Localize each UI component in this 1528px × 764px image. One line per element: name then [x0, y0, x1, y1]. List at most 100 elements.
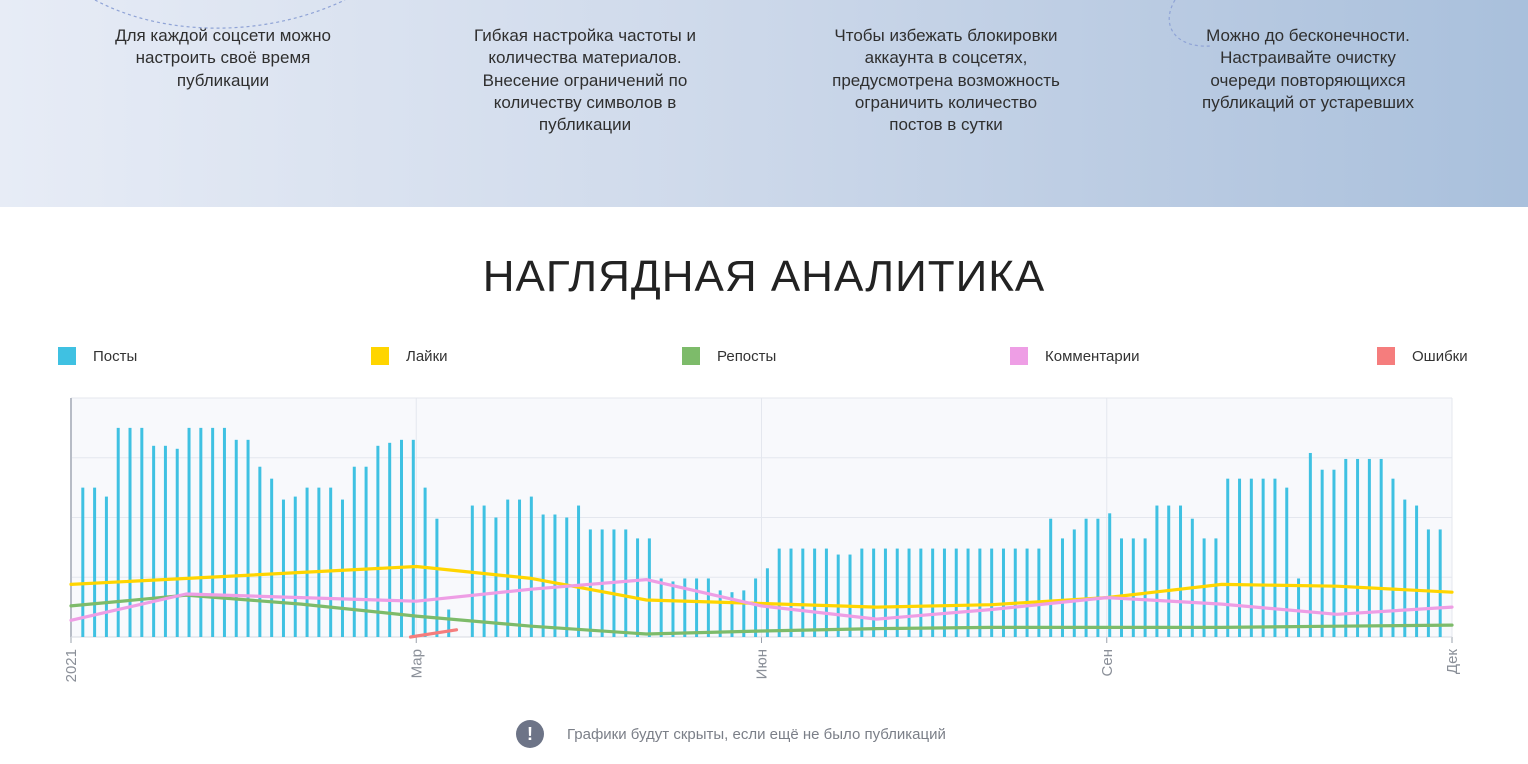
- bar-posts: [1273, 478, 1277, 637]
- legend-swatch-reposts: [682, 347, 700, 365]
- bar-posts: [577, 505, 581, 637]
- x-tick-label: 2021: [63, 649, 80, 682]
- bar-posts: [1025, 548, 1029, 637]
- bar-posts: [1403, 499, 1407, 637]
- bar-posts: [824, 548, 828, 637]
- line-comments: [69, 578, 1454, 622]
- legend-swatch-comments: [1010, 347, 1028, 365]
- bar-posts: [659, 578, 663, 637]
- bar-posts: [801, 548, 805, 637]
- bar-posts: [624, 529, 628, 637]
- line-reposts: [69, 593, 1454, 636]
- bar-posts: [1143, 538, 1147, 637]
- bar-posts: [518, 499, 522, 637]
- bar-posts: [1013, 548, 1017, 637]
- bar-posts: [529, 496, 533, 637]
- feature-schedule: Для каждой соцсети можно настроить своё …: [115, 26, 331, 90]
- legend-label-reposts: Репосты: [717, 347, 777, 365]
- bar-posts: [553, 514, 557, 637]
- bar-posts: [116, 427, 120, 637]
- bar-posts: [81, 487, 85, 637]
- bar-posts: [435, 518, 439, 637]
- bar-posts: [1415, 505, 1419, 637]
- bar-posts: [376, 445, 380, 637]
- bar-posts: [1037, 548, 1041, 637]
- bar-posts: [1285, 487, 1289, 637]
- bar-posts: [718, 590, 722, 637]
- bar-posts: [1049, 518, 1053, 637]
- bar-posts: [1344, 458, 1348, 637]
- x-tick-label: Дек: [1444, 649, 1461, 675]
- bar-posts: [647, 538, 651, 637]
- bar-posts: [270, 478, 274, 637]
- bar-posts: [1096, 518, 1100, 637]
- bar-posts: [1072, 529, 1076, 637]
- features-banner: Для каждой соцсети можно настроить своё …: [0, 0, 1528, 207]
- exclamation-icon: !: [516, 720, 544, 748]
- bar-posts: [1155, 505, 1159, 637]
- bar-posts: [1167, 505, 1171, 637]
- bar-posts: [1249, 478, 1253, 637]
- line-errors: [408, 628, 459, 639]
- bar-posts: [211, 427, 215, 637]
- legend-label-errors: Ошибки: [1412, 347, 1468, 365]
- bar-posts: [128, 427, 132, 637]
- section-title: НАГЛЯДНАЯ АНАЛИТИКА: [482, 252, 1046, 301]
- bar-posts: [482, 505, 486, 637]
- feature-frequency: Гибкая настройка частоты и количества ма…: [474, 26, 696, 135]
- bar-posts: [931, 548, 935, 637]
- bar-posts: [942, 548, 946, 637]
- bar-posts: [978, 548, 982, 637]
- legend-label-posts: Посты: [93, 347, 138, 365]
- bar-posts: [683, 578, 687, 637]
- bar-posts: [187, 427, 191, 637]
- line-likes: [69, 564, 1454, 609]
- x-tick-label: Сен: [1099, 649, 1116, 676]
- bar-posts: [541, 514, 545, 637]
- bar-posts: [163, 445, 167, 637]
- legend-swatch-errors: [1377, 347, 1395, 365]
- bar-posts: [636, 538, 640, 637]
- bar-posts: [1214, 538, 1218, 637]
- bar-posts: [730, 592, 734, 637]
- bar-posts: [1226, 478, 1230, 637]
- legend-swatch-posts: [58, 347, 76, 365]
- bar-posts: [281, 499, 285, 637]
- bar-posts: [352, 466, 356, 637]
- bar-posts: [1391, 478, 1395, 637]
- bar-posts: [777, 548, 781, 637]
- bar-posts: [1190, 518, 1194, 637]
- bar-posts: [789, 548, 793, 637]
- bar-posts: [1060, 538, 1064, 637]
- legend-item-errors[interactable]: Ошибки: [1377, 346, 1468, 366]
- bar-posts: [907, 548, 911, 637]
- legend-item-comments[interactable]: Комментарии: [1010, 346, 1139, 366]
- bar-posts: [494, 517, 498, 637]
- bar-posts: [990, 548, 994, 637]
- bar-posts: [175, 448, 179, 637]
- bar-posts: [1308, 452, 1312, 637]
- bar-posts: [305, 487, 309, 637]
- bar-posts: [411, 439, 415, 637]
- notice: ! Графики будут скрыты, если ещё не было…: [516, 720, 946, 748]
- legend-label-likes: Лайки: [406, 347, 448, 365]
- legend-item-likes[interactable]: Лайки: [371, 346, 448, 366]
- bar-posts: [1297, 578, 1301, 637]
- bar-posts: [860, 548, 864, 637]
- bar-posts: [1356, 458, 1360, 637]
- legend-label-comments: Комментарии: [1045, 347, 1140, 365]
- bar-posts: [872, 548, 876, 637]
- bar-posts: [848, 554, 852, 637]
- bar-posts: [919, 548, 923, 637]
- bar-posts: [293, 496, 297, 637]
- legend-item-reposts[interactable]: Репосты: [682, 346, 776, 366]
- bar-posts: [1179, 505, 1183, 637]
- bar-posts: [364, 466, 368, 637]
- bar-posts: [1367, 458, 1371, 637]
- x-tick-label: Июн: [754, 649, 771, 679]
- bar-posts: [1120, 538, 1124, 637]
- bar-posts: [506, 499, 510, 637]
- legend-item-posts[interactable]: Посты: [58, 346, 137, 366]
- bar-posts: [340, 499, 344, 637]
- bar-posts: [966, 548, 970, 637]
